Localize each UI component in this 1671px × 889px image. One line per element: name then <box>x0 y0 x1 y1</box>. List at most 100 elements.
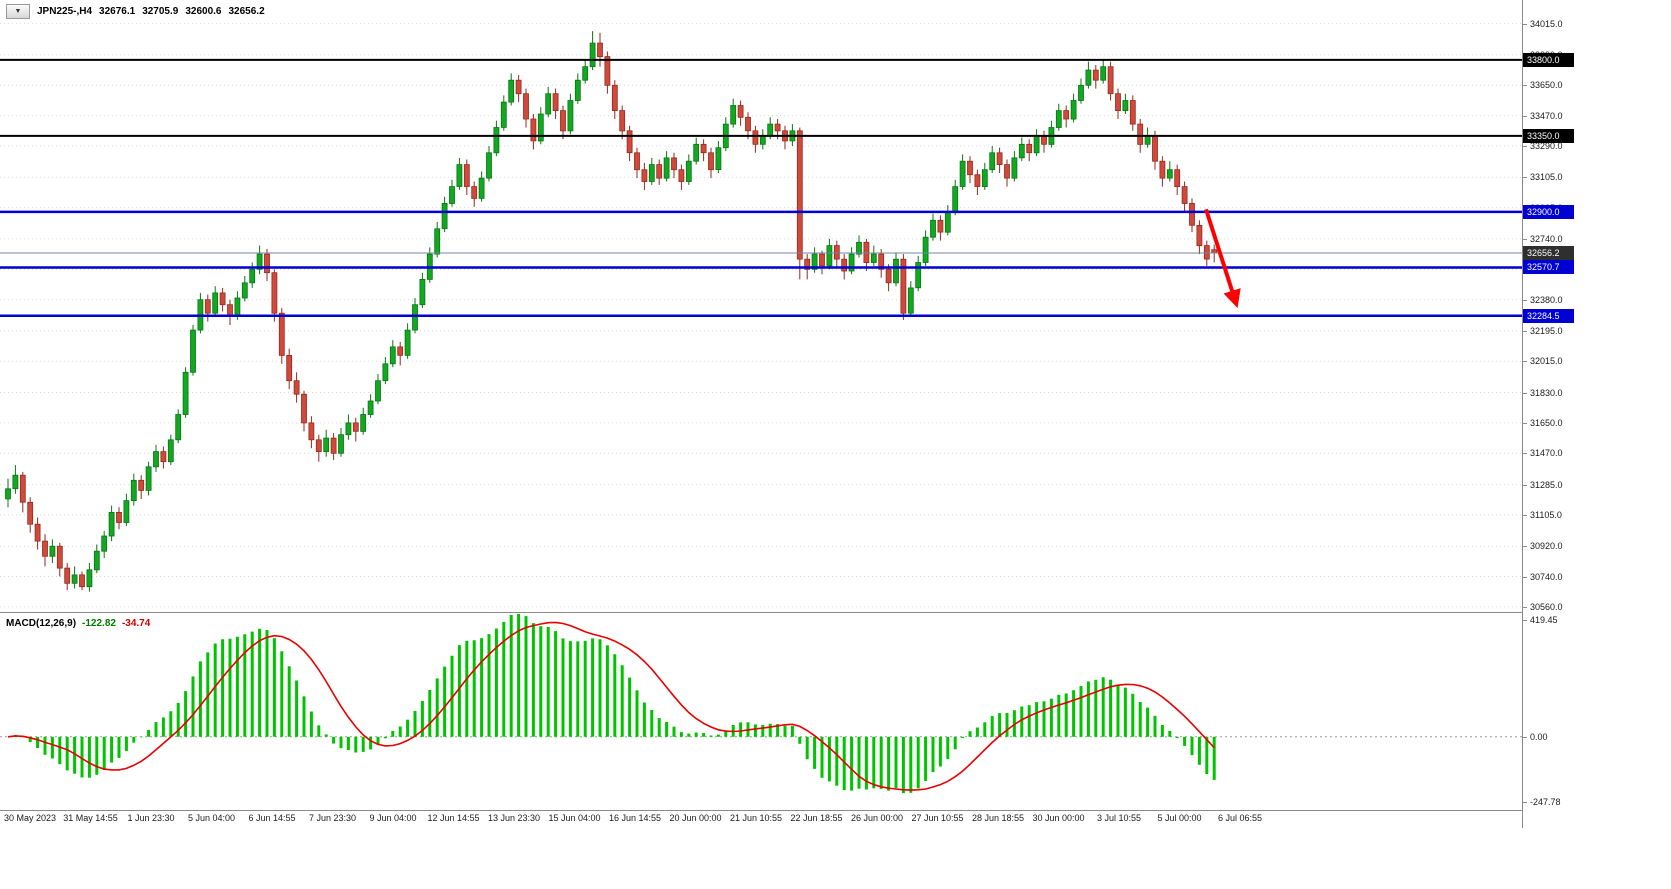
candle-body <box>1085 69 1092 86</box>
macd-signal-line <box>7 621 1215 791</box>
time-tick-label: 20 Jun 00:00 <box>669 813 722 823</box>
candle-body <box>989 152 996 171</box>
time-tick-label: 9 Jun 04:00 <box>369 813 417 823</box>
candle-body <box>1181 186 1188 204</box>
candle-body <box>530 118 537 142</box>
candle-body <box>685 160 692 182</box>
candle-body <box>515 79 522 95</box>
candle-body <box>671 157 677 171</box>
candle-body <box>116 512 122 523</box>
candle-body <box>434 228 441 255</box>
candle-body <box>915 262 922 289</box>
horizontal-level-lines[interactable] <box>0 58 1522 318</box>
price-tick-label: 33650.0 <box>1523 80 1563 91</box>
time-tick-label: 3 Jul 10:55 <box>1096 813 1142 823</box>
indicator-signal-value: -34.74 <box>121 618 151 629</box>
candle-body <box>560 110 566 132</box>
candle-body <box>212 292 219 314</box>
time-axis-divider <box>0 810 1671 811</box>
candle-body <box>456 164 463 187</box>
candle-body <box>419 278 426 306</box>
candle-body <box>219 292 226 306</box>
candle-body <box>500 101 507 128</box>
candle-body <box>752 130 759 145</box>
candle-body <box>819 253 825 267</box>
candle-body <box>759 135 766 145</box>
candle-body <box>678 169 685 182</box>
time-scale[interactable]: 30 May 2023 31 May 14:55 1 Jun 23:30 5 Jun … <box>0 813 1522 829</box>
candles <box>5 31 1218 592</box>
candle-body <box>952 186 959 213</box>
time-tick-label: 6 Jun 14:55 <box>248 813 296 823</box>
candle-body <box>693 143 700 162</box>
candle-body <box>1063 110 1070 120</box>
candle-body <box>1166 169 1173 179</box>
indicator-name: MACD(12,26,9) <box>6 618 77 629</box>
candle-body <box>833 245 840 260</box>
candle-body <box>811 253 818 270</box>
indicator-label: MACD(12,26,9) -122.82 -34.74 <box>6 618 150 629</box>
price-tick-label: 32195.0 <box>1523 325 1563 336</box>
ohlc-close-value: 32656.2 <box>228 6 265 17</box>
price-level-badge: 33800.0 <box>1523 52 1574 67</box>
time-tick-label: 21 Jun 10:55 <box>729 813 783 823</box>
candle-body <box>1100 66 1107 81</box>
candle-body <box>582 66 589 81</box>
candle-body <box>663 157 670 179</box>
candle-body <box>1092 69 1099 81</box>
macd-indicator-canvas[interactable] <box>0 614 1522 810</box>
price-tick-label: 33470.0 <box>1523 110 1563 121</box>
candle-body <box>604 56 611 86</box>
candle-body <box>856 241 862 255</box>
price-tick-label: 34015.0 <box>1523 18 1563 29</box>
candle-body <box>944 211 951 233</box>
ohlc-open-value: 32676.1 <box>99 6 136 17</box>
candle-body <box>745 116 751 132</box>
candle-body <box>130 479 137 501</box>
price-tick-label: 31470.0 <box>1523 448 1563 459</box>
candle-body <box>338 434 344 454</box>
candle-body <box>234 297 241 318</box>
current-price-badge: 32656.2 <box>1523 246 1574 261</box>
candle-body <box>870 253 877 263</box>
candle-body <box>826 245 833 267</box>
candle-body <box>49 545 56 557</box>
panel-divider <box>0 612 1671 613</box>
candle-body <box>360 414 367 432</box>
candle-body <box>907 287 914 314</box>
candle-body <box>86 569 93 588</box>
candle-body <box>286 354 293 382</box>
time-tick-label: 5 Jun 04:00 <box>187 813 236 823</box>
price-tick-label: 30560.0 <box>1523 601 1563 612</box>
time-tick-label: 28 Jun 18:55 <box>971 813 1025 823</box>
time-tick-label: 27 Jun 10:55 <box>911 813 964 823</box>
candle-body <box>256 253 263 270</box>
candle-body <box>71 574 78 584</box>
time-tick-label: 1 Jun 23:30 <box>127 813 175 823</box>
candle-body <box>900 258 907 314</box>
candle-body <box>974 174 981 187</box>
candle-body <box>574 79 581 101</box>
candle-body <box>626 130 633 154</box>
candle-body <box>382 363 389 382</box>
candle-body <box>308 422 315 441</box>
candle-body <box>589 42 596 68</box>
price-tick-label: 32740.0 <box>1523 233 1563 244</box>
price-tick-label: 31105.0 <box>1523 509 1562 520</box>
candle-body <box>1174 169 1181 187</box>
candle-body <box>804 258 811 270</box>
price-scale[interactable]: 34015.033830.033650.033470.033290.033105… <box>1523 0 1671 828</box>
symbol-dropdown-button[interactable]: ▼ <box>6 4 30 19</box>
candle-body <box>138 479 145 491</box>
candle-body <box>345 422 352 436</box>
candle-body <box>1129 100 1136 125</box>
macd-tick-label: -247.78 <box>1523 797 1561 807</box>
downtrend-arrow-annotation[interactable] <box>1204 208 1241 308</box>
candle-body <box>1026 143 1033 154</box>
candle-body <box>249 268 256 284</box>
price-chart-canvas[interactable] <box>0 0 1522 612</box>
time-tick-label: 7 Jun 23:30 <box>308 813 357 823</box>
candle-body <box>478 177 485 199</box>
candle-body <box>893 258 899 284</box>
candle-body <box>101 535 108 552</box>
